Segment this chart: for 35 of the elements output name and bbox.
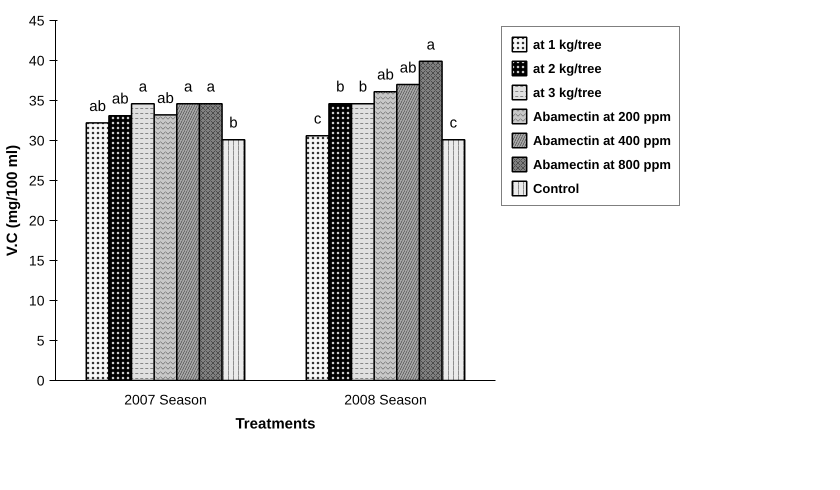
data-label: b xyxy=(229,114,238,132)
x-tick-label: 2007 Season xyxy=(124,392,207,408)
data-label: a xyxy=(138,78,148,96)
data-label: c xyxy=(314,110,322,128)
legend-label: Abamectin at 200 ppm xyxy=(533,108,671,124)
data-label: b xyxy=(358,78,368,96)
y-tick-label: 30 xyxy=(28,132,45,148)
y-tick-label: 5 xyxy=(36,332,45,348)
y-tick-label: 45 xyxy=(28,12,45,28)
legend-label: at 3 kg/tree xyxy=(533,84,602,100)
data-label: b xyxy=(336,78,344,96)
data-label: ab xyxy=(377,66,394,84)
data-label: c xyxy=(450,114,458,132)
data-label: ab xyxy=(112,90,129,108)
y-tick-label: 15 xyxy=(28,252,45,268)
y-tick-label: 20 xyxy=(28,212,45,228)
data-label: ab xyxy=(157,90,174,107)
y-tick-label: 25 xyxy=(28,172,45,188)
legend-label: Abamectin at 800 ppm xyxy=(533,156,671,172)
y-tick-label: 0 xyxy=(36,372,45,388)
legend-label: at 1 kg/tree xyxy=(533,36,602,52)
data-label: a xyxy=(426,36,436,54)
data-label: ab xyxy=(89,98,106,115)
data-label: a xyxy=(184,78,193,96)
legend-label: Abamectin at 400 ppm xyxy=(533,132,671,148)
y-tick-label: 35 xyxy=(28,92,45,108)
legend-label: Control xyxy=(533,180,580,196)
y-tick-label: 10 xyxy=(28,292,45,308)
y-axis-title: V.C (mg/100 ml) xyxy=(4,144,21,256)
legend-label: at 2 kg/tree xyxy=(533,60,602,76)
x-axis-title: Treatments xyxy=(235,416,316,432)
x-tick-label: 2008 Season xyxy=(344,392,427,408)
y-tick-label: 40 xyxy=(28,52,45,68)
data-label: ab xyxy=(400,60,416,76)
data-label: a xyxy=(206,78,216,96)
